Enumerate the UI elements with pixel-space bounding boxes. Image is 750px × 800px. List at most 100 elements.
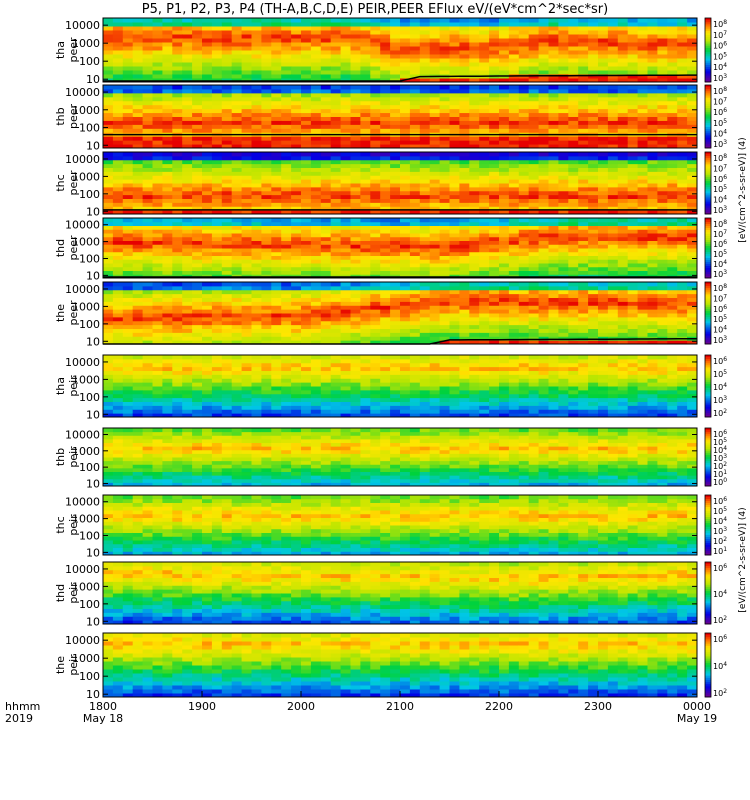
colorbar-segment xyxy=(705,162,711,165)
spectrogram-cell xyxy=(558,233,569,238)
spectrogram-cell xyxy=(558,54,569,59)
spectrogram-cell xyxy=(241,332,252,337)
spectrogram-cell xyxy=(142,328,153,333)
spectrogram-cell xyxy=(409,85,421,90)
spectrogram-cell xyxy=(617,332,629,337)
spectrogram-cell xyxy=(122,155,134,161)
spectrogram-cell xyxy=(122,85,134,90)
colorbar-segment xyxy=(705,35,711,38)
spectrogram-cell xyxy=(182,88,193,94)
spectrogram-cell xyxy=(568,34,579,39)
spectrogram-cell xyxy=(390,240,401,245)
spectrogram-cell xyxy=(439,324,450,330)
spectrogram-cell xyxy=(251,144,262,149)
spectrogram-cell xyxy=(112,34,124,39)
spectrogram-cell xyxy=(518,198,530,203)
spectrogram-cell xyxy=(578,104,589,110)
spectrogram-cell xyxy=(538,179,549,184)
spectrogram-cell xyxy=(518,100,530,106)
spectrogram-cell xyxy=(152,26,163,31)
spectrogram-cell xyxy=(538,183,549,188)
spectrogram-cell xyxy=(677,108,688,114)
spectrogram-cell xyxy=(132,116,144,121)
spectrogram-cell xyxy=(202,116,213,121)
spectrogram-cell xyxy=(182,301,193,306)
spectrogram-cell xyxy=(667,26,678,31)
spectrogram-cell xyxy=(202,62,213,67)
spectrogram-cell xyxy=(400,96,411,102)
spectrogram-cell xyxy=(152,297,163,302)
spectrogram-cell xyxy=(320,171,332,176)
spectrogram-cell xyxy=(162,316,173,322)
spectrogram-cell xyxy=(607,22,619,27)
spectrogram-cell xyxy=(449,128,460,133)
spectrogram-cell xyxy=(439,285,450,291)
spectrogram-cell xyxy=(578,18,589,23)
spectrogram-cell xyxy=(103,58,114,63)
spectrogram-cell xyxy=(598,194,609,200)
spectrogram-cell xyxy=(578,26,589,31)
spectrogram-cell xyxy=(340,236,351,241)
spectrogram-cell xyxy=(548,248,559,253)
spectrogram-cell xyxy=(172,186,183,192)
spectrogram-cell xyxy=(419,85,431,90)
spectrogram-cell xyxy=(429,186,441,192)
spectrogram-cell xyxy=(261,85,272,90)
spectrogram-cell xyxy=(400,18,411,23)
spectrogram-cell xyxy=(112,194,124,200)
spectrogram-cell xyxy=(182,332,193,337)
spectrogram-cell xyxy=(281,225,292,230)
spectrogram-cell xyxy=(647,175,658,180)
spectrogram-cell xyxy=(647,186,658,192)
spectrogram-cell xyxy=(340,85,351,90)
spectrogram-cell xyxy=(459,218,470,223)
spectrogram-cell xyxy=(350,22,361,27)
spectrogram-cell xyxy=(578,175,589,180)
spectrogram-cell xyxy=(103,218,114,223)
spectrogram-cell xyxy=(310,285,322,291)
spectrogram-cell xyxy=(588,140,599,145)
spectrogram-cell xyxy=(409,236,421,241)
spectrogram-cell xyxy=(459,206,470,211)
spectrogram-cell xyxy=(528,144,540,149)
spectrogram-cell xyxy=(598,236,609,241)
spectrogram-cell xyxy=(588,88,599,94)
spectrogram-cell xyxy=(221,251,233,256)
spectrogram-cell xyxy=(152,62,163,67)
spectrogram-cell xyxy=(409,190,421,196)
spectrogram-cell xyxy=(429,50,441,55)
spectrogram-cell xyxy=(330,58,342,63)
spectrogram-cell xyxy=(419,309,431,314)
spectrogram-cell xyxy=(301,155,312,161)
spectrogram-cell xyxy=(291,248,302,253)
spectrogram-cell xyxy=(627,297,639,302)
spectrogram-cell xyxy=(627,100,639,106)
spectrogram-cell xyxy=(508,108,520,114)
spectrogram-cell xyxy=(330,240,342,245)
panel-frame xyxy=(102,84,698,149)
spectrogram-cell xyxy=(528,159,540,165)
spectrogram-cell xyxy=(162,297,173,302)
spectrogram-cell xyxy=(301,70,312,75)
spectrogram-cell xyxy=(429,229,441,234)
spectrogram-cell xyxy=(439,183,450,188)
spectrogram-cell xyxy=(548,171,559,176)
spectrogram-cell xyxy=(578,38,589,43)
spectrogram-cell xyxy=(637,340,648,345)
spectrogram-cell xyxy=(281,198,292,203)
spectrogram-cell xyxy=(499,30,510,35)
spectrogram-cell xyxy=(211,58,223,63)
spectrogram-cell xyxy=(429,194,441,200)
spectrogram-cell xyxy=(429,155,441,161)
spectrogram-cell xyxy=(390,336,401,341)
spectrogram-cell xyxy=(489,186,500,192)
spectrogram-cell xyxy=(301,108,312,114)
spectrogram-cell xyxy=(310,229,322,234)
spectrogram-cell xyxy=(518,270,530,275)
spectrogram-cell xyxy=(657,320,668,326)
spectrogram-cell xyxy=(271,54,282,59)
spectrogram-cell xyxy=(251,248,262,253)
spectrogram-cell xyxy=(251,92,262,98)
spectrogram-cell xyxy=(657,140,668,145)
spectrogram-cell xyxy=(578,171,589,176)
